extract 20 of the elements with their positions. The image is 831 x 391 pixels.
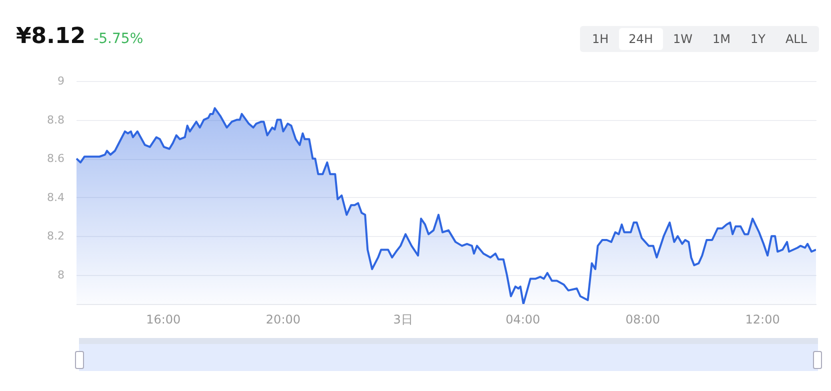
y-tick-label: 8 (58, 268, 64, 282)
y-tick-label: 8.6 (47, 152, 64, 166)
text: 1W (672, 31, 694, 48)
text: 1H (591, 31, 610, 48)
text: 1M (711, 31, 732, 48)
x-tick-label: 12:00 (745, 312, 780, 326)
x-tick-label: 04:00 (506, 312, 540, 326)
y-tick-label: 8.4 (47, 190, 64, 204)
chart-title: ¥8.12 (16, 24, 86, 49)
x-tick-label: 08:00 (625, 312, 660, 326)
x-tick-label: 3日 (393, 312, 413, 326)
y-tick-label: 8.8 (47, 113, 64, 126)
text: 1Y (749, 31, 766, 48)
y-tick-label: 9 (58, 74, 64, 88)
x-tick-label: 20:00 (266, 312, 301, 326)
text: ALL (784, 31, 808, 48)
y-tick-label: 8.2 (47, 230, 64, 243)
chart-subtitle: -5.75% (94, 31, 144, 47)
text: 24H (618, 28, 663, 50)
x-tick-label: 16:00 (146, 312, 181, 326)
